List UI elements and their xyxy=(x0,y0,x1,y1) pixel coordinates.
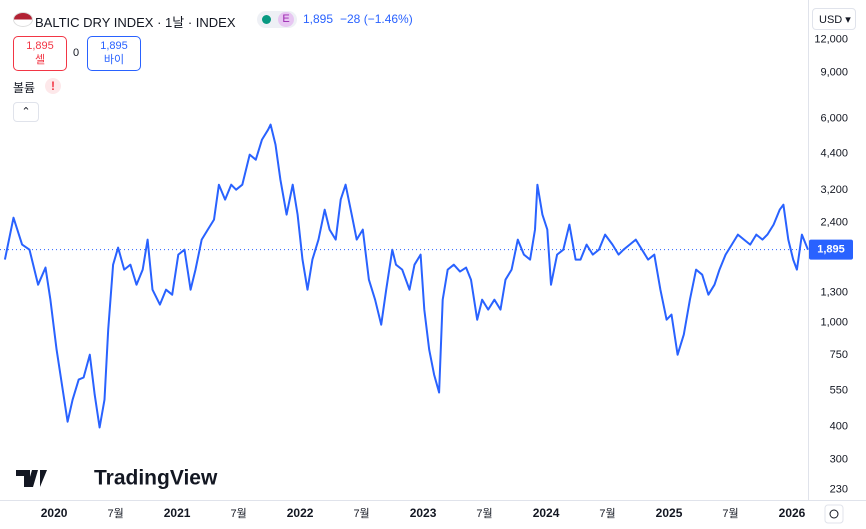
y-tick-label: 3,200 xyxy=(820,184,848,196)
price-line xyxy=(3,123,809,429)
x-tick-label: 7월 xyxy=(230,507,246,520)
x-tick-label: 2024 xyxy=(533,506,560,520)
x-tick-label: 2025 xyxy=(656,506,683,520)
change: −28 (−1.46%) xyxy=(340,12,413,26)
y-tick-label: 300 xyxy=(830,453,848,465)
price: 1,895 xyxy=(303,12,334,26)
y-tick-label: 2,400 xyxy=(820,217,848,229)
last-price-box xyxy=(809,239,853,260)
currency: USD xyxy=(819,14,843,26)
x-tick-label: 2021 xyxy=(164,506,191,520)
buy-button[interactable]: 1,895 바이 xyxy=(87,36,141,71)
x-tick-label: 7월 xyxy=(107,507,123,520)
status-dot xyxy=(262,15,271,24)
settings-icon xyxy=(829,509,839,519)
x-tick-label: 2023 xyxy=(410,506,437,520)
sell-label: 셀 xyxy=(34,54,46,66)
badge: E xyxy=(278,12,294,27)
volume-alert[interactable]: ! xyxy=(45,78,61,94)
buy-label: 바이 xyxy=(103,54,125,66)
x-tick-label: 7월 xyxy=(476,507,492,520)
volume-label: 볼륨 xyxy=(13,81,36,95)
sell-price: 1,895 xyxy=(26,40,54,52)
spread: 0 xyxy=(73,47,80,59)
y-tick-label: 230 xyxy=(830,484,848,496)
collapse-button[interactable]: ⌃ xyxy=(13,102,39,122)
y-tick-label: 750 xyxy=(830,349,848,361)
flag xyxy=(13,12,33,27)
x-tick-label: 2020 xyxy=(41,506,68,520)
settings-button[interactable] xyxy=(824,504,844,524)
buy-price: 1,895 xyxy=(100,40,128,52)
last-price-label: 1,895 xyxy=(817,244,845,256)
symbol[interactable]: BALTIC DRY INDEX · 1날 · INDEX xyxy=(35,15,236,30)
x-tick-label: 2026 xyxy=(779,506,806,520)
x-tick-label: 2022 xyxy=(287,506,314,520)
y-tick-label: 1,300 xyxy=(820,286,848,298)
logo-icon xyxy=(16,470,47,487)
x-tick-label: 7월 xyxy=(599,507,615,520)
currency-button[interactable]: USD ▾ xyxy=(812,8,856,30)
y-tick-label: 4,400 xyxy=(820,148,848,160)
logo-text: TradingView xyxy=(94,467,218,490)
x-tick-label: 7월 xyxy=(722,507,738,520)
status-pill: E xyxy=(257,11,297,28)
sell-button[interactable]: 1,895 셀 xyxy=(13,36,67,71)
y-tick-label: 6,000 xyxy=(820,112,848,124)
y-tick-label: 1,000 xyxy=(820,316,848,328)
y-tick-label: 12,000 xyxy=(814,34,848,46)
x-tick-label: 7월 xyxy=(353,507,369,520)
y-tick-label: 550 xyxy=(830,384,848,396)
y-tick-label: 9,000 xyxy=(820,66,848,78)
y-tick-label: 400 xyxy=(830,421,848,433)
